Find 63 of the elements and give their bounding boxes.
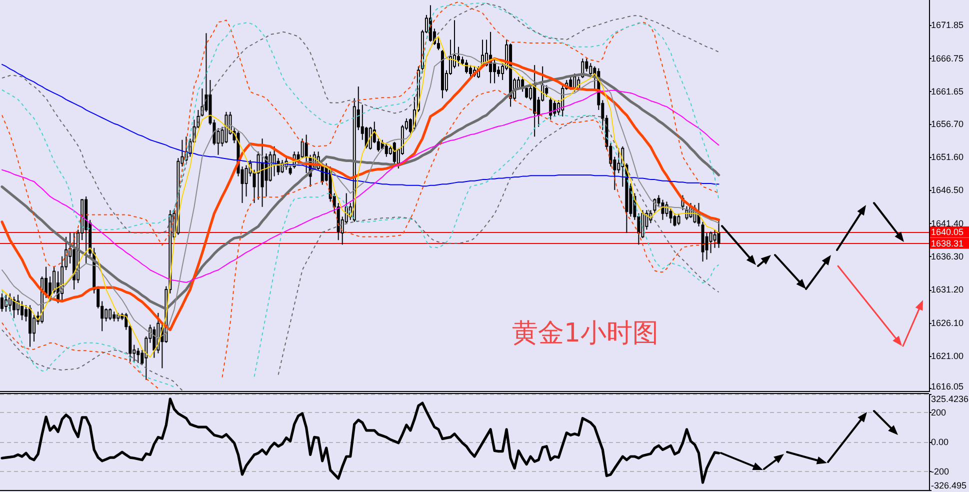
candlestick — [617, 148, 620, 174]
candlestick — [553, 100, 556, 117]
candlestick — [717, 219, 720, 248]
candlestick — [673, 212, 676, 227]
candlestick — [525, 84, 528, 99]
candlestick — [545, 84, 548, 98]
candlestick — [108, 308, 112, 321]
candlestick — [569, 76, 572, 90]
candlestick — [4, 294, 8, 312]
candlestick — [136, 348, 140, 364]
candlestick — [469, 64, 472, 79]
candlestick — [304, 134, 308, 174]
y-tick-label: 1641.40 — [931, 218, 964, 228]
line-series — [2, 64, 720, 187]
candlestick — [368, 126, 372, 150]
candlestick — [589, 62, 592, 76]
candlestick — [456, 46, 460, 67]
annotation: 黄金1小时图 — [512, 318, 659, 348]
candlestick — [104, 308, 108, 322]
candlestick — [709, 231, 712, 254]
candlestick — [669, 208, 672, 224]
candlestick — [493, 59, 496, 84]
candlestick — [661, 199, 664, 220]
y-tick-label: 1631.20 — [931, 284, 964, 295]
y-tick-label: 1656.70 — [931, 118, 964, 129]
y-tick-label: 1661.65 — [931, 86, 964, 97]
candlestick — [16, 294, 20, 316]
y-tick-label: -200 — [931, 466, 950, 477]
y-tick-label: -326.495 — [931, 480, 967, 491]
candlestick — [384, 142, 388, 158]
y-tick-label: 325.4236 — [931, 394, 969, 404]
candlestick — [465, 59, 468, 74]
y-tick-label: 1671.85 — [931, 20, 964, 30]
candlestick — [112, 311, 116, 322]
candlestick — [653, 198, 656, 214]
y-tick-label: 200 — [931, 408, 946, 418]
candlestick — [8, 292, 12, 312]
candlestick — [152, 326, 156, 358]
y-tick-label: 1651.60 — [931, 152, 964, 162]
candlestick — [713, 229, 716, 248]
candlestick — [549, 96, 552, 120]
candlestick — [392, 141, 396, 166]
candlestick — [436, 36, 440, 51]
y-tick-label: 1636.30 — [931, 251, 964, 262]
candlestick — [300, 138, 304, 159]
candlestick — [641, 210, 644, 239]
candlestick — [288, 164, 292, 176]
ref-line-label: 1640.05 — [931, 227, 964, 238]
y-tick-label: 1626.10 — [931, 318, 964, 328]
candlestick — [12, 296, 16, 319]
candlestick — [260, 138, 264, 208]
candlestick — [497, 66, 500, 78]
y-tick-label: 1621.00 — [931, 351, 964, 362]
candlestick — [677, 212, 680, 226]
y-tick-label: 1666.75 — [931, 53, 964, 64]
ref-line-label: 1638.31 — [931, 238, 964, 248]
candlestick — [685, 206, 688, 220]
y-tick-label: 1616.05 — [931, 382, 964, 392]
candlestick — [244, 164, 248, 197]
y-tick-label: 1646.50 — [931, 185, 964, 196]
y-tick-label: 0.00 — [931, 437, 949, 448]
candlestick — [0, 292, 4, 312]
candlestick — [20, 300, 24, 321]
